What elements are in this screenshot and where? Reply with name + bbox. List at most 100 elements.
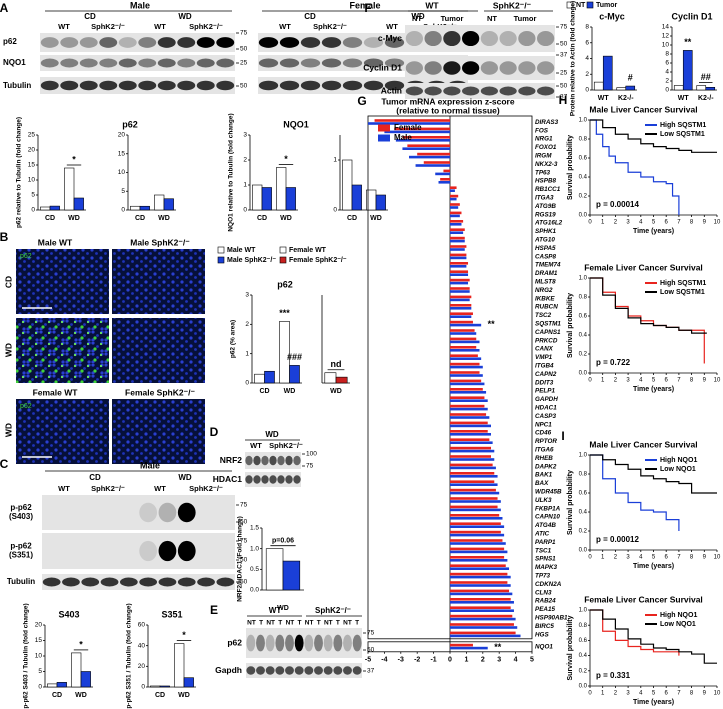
bar bbox=[384, 130, 450, 134]
bar bbox=[450, 488, 496, 492]
bar bbox=[450, 239, 465, 243]
panel-label: D bbox=[210, 425, 219, 439]
bar bbox=[450, 614, 513, 618]
group-label: Male bbox=[130, 0, 150, 10]
panel-label: F bbox=[364, 1, 371, 15]
gene-label: ITGA6 bbox=[535, 446, 554, 453]
x-tick-label: -2 bbox=[414, 657, 420, 664]
bar bbox=[443, 169, 450, 173]
y-tick-label: 0.2 bbox=[579, 529, 588, 535]
bar bbox=[616, 87, 627, 91]
y-tick-label: 0 bbox=[665, 87, 669, 94]
bar bbox=[450, 609, 514, 612]
mw-marker: 75 bbox=[240, 30, 248, 37]
x-tick-label: CD bbox=[52, 692, 62, 699]
legend-label: Female SphK2⁻/⁻ bbox=[289, 257, 347, 264]
annotation: * bbox=[182, 630, 186, 640]
y-tick-label: 3 bbox=[243, 132, 247, 139]
blot-band bbox=[518, 86, 536, 96]
chart-title: c-Myc bbox=[599, 11, 625, 21]
gene-label: HSPB8 bbox=[535, 178, 556, 185]
bar bbox=[368, 122, 450, 125]
blot-band bbox=[321, 58, 342, 68]
blot-band bbox=[323, 666, 333, 675]
bar bbox=[450, 214, 460, 218]
blot-band bbox=[342, 37, 363, 48]
blot-band bbox=[99, 80, 118, 91]
bar bbox=[450, 189, 455, 192]
blot-row bbox=[405, 25, 555, 52]
bar bbox=[450, 589, 510, 593]
blot-band bbox=[197, 577, 215, 587]
chart-title: Tumor mRNA expression z-score bbox=[381, 96, 514, 106]
bar bbox=[450, 572, 508, 576]
blot-band bbox=[333, 634, 343, 652]
y-tick-label: 0 bbox=[243, 207, 247, 214]
bar bbox=[450, 362, 480, 366]
bar bbox=[705, 87, 716, 91]
bar bbox=[450, 248, 465, 251]
legend-swatch bbox=[217, 256, 225, 264]
bar bbox=[335, 376, 348, 384]
blot-band bbox=[333, 666, 343, 675]
y-axis-label: Survival probability bbox=[567, 293, 574, 358]
x-tick-label: 3 bbox=[626, 220, 630, 226]
annotation: * bbox=[79, 639, 83, 649]
x-tick-label: 1 bbox=[601, 220, 605, 226]
genotype-label: SphK2⁻/⁻ bbox=[315, 606, 351, 615]
lane-label: T bbox=[298, 620, 302, 627]
diet-label: WD bbox=[411, 12, 425, 21]
bar bbox=[450, 449, 495, 453]
y-tick-label: 1.0 bbox=[579, 608, 588, 614]
x-tick-label: 2 bbox=[614, 220, 618, 226]
blot-band bbox=[118, 58, 137, 68]
y-tick-label: 0.4 bbox=[579, 333, 588, 339]
diet-label: WD bbox=[178, 473, 192, 482]
bar bbox=[47, 683, 58, 688]
stain-label: p62 bbox=[20, 403, 32, 410]
gene-label: CASP3 bbox=[535, 413, 556, 420]
chart-title: NQO1 bbox=[283, 119, 309, 129]
genotype-label: WT bbox=[58, 22, 70, 31]
x-tick-label: 3 bbox=[626, 555, 630, 561]
y-tick-label: 1 bbox=[245, 350, 249, 357]
blot-band bbox=[424, 61, 442, 75]
blot-band bbox=[42, 577, 61, 587]
bar bbox=[450, 497, 498, 500]
bar bbox=[450, 508, 501, 512]
blot-band bbox=[300, 80, 321, 91]
bar bbox=[450, 634, 521, 638]
gene-label: PEA15 bbox=[535, 606, 555, 613]
y-axis-label: Protein relative to Actin (fold change) bbox=[570, 1, 577, 116]
blot-band bbox=[518, 30, 536, 47]
x-tick-label: 1 bbox=[601, 378, 605, 384]
gene-label: TMEM74 bbox=[535, 262, 561, 269]
blot-band bbox=[304, 666, 314, 675]
blot-band bbox=[499, 86, 517, 96]
gene-label: BIRC5 bbox=[535, 623, 554, 630]
panel-label: B bbox=[0, 230, 9, 244]
bar bbox=[450, 379, 482, 383]
genotype-label: WT bbox=[425, 0, 439, 10]
lane-label: T bbox=[278, 620, 282, 627]
legend-label: Tumor bbox=[596, 2, 618, 9]
blot-band bbox=[99, 58, 118, 68]
legend-label: Male bbox=[394, 133, 412, 142]
bar bbox=[450, 617, 516, 621]
bar bbox=[450, 483, 498, 486]
x-tick-label: 9 bbox=[703, 220, 707, 226]
mw-marker: 50 bbox=[240, 579, 248, 586]
bar bbox=[395, 139, 450, 142]
blot-band bbox=[256, 666, 265, 675]
bar bbox=[450, 584, 511, 587]
x-tick-label: 9 bbox=[703, 555, 707, 561]
x-tick-label: WD bbox=[330, 388, 342, 395]
y-tick-label: 15 bbox=[35, 637, 43, 644]
diet-label: WD bbox=[265, 430, 279, 439]
y-tick-label: 0.2 bbox=[579, 668, 588, 674]
micrograph bbox=[16, 249, 109, 314]
legend-label: NT bbox=[576, 2, 586, 9]
x-tick-label: 5 bbox=[652, 378, 656, 384]
y-axis-label: Survival probability bbox=[567, 135, 574, 200]
